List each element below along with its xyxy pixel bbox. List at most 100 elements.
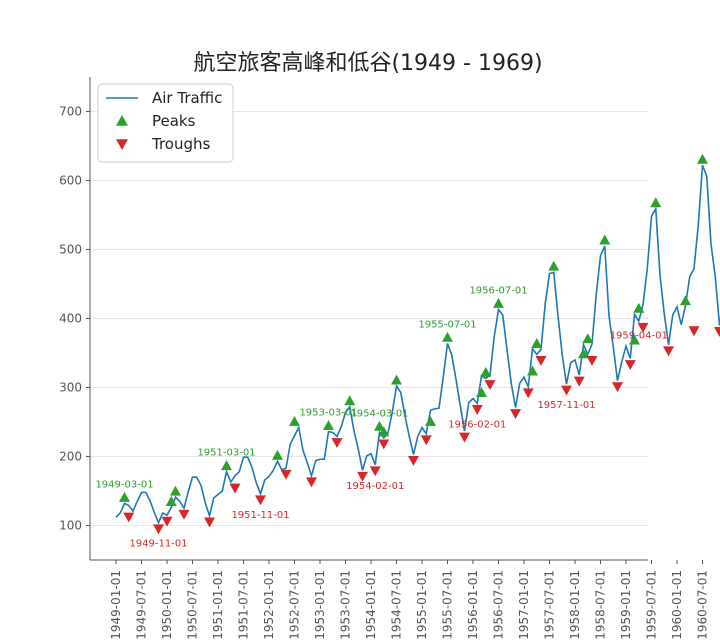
x-tick-label: 1953-01-01 <box>313 570 327 640</box>
peak-marker <box>476 387 487 397</box>
x-tick-label: 1954-01-01 <box>364 570 378 640</box>
peak-marker <box>344 395 356 406</box>
peak-marker <box>548 260 560 271</box>
x-tick-label: 1952-01-01 <box>262 570 276 640</box>
peak-marker <box>650 197 662 208</box>
legend-box <box>97 83 234 163</box>
annotation-label: 1956-07-01 <box>469 286 527 297</box>
chart-title: 航空旅客高峰和低谷(1949 - 1969) <box>193 51 542 76</box>
annotation-label: 1955-07-01 <box>418 319 476 330</box>
x-tick-label: 1950-01-01 <box>160 570 174 640</box>
peak-marker <box>582 333 594 344</box>
x-tick-label: 1958-01-01 <box>568 570 582 640</box>
trough-marker <box>714 327 720 337</box>
peak-marker <box>289 416 300 426</box>
x-tick-label: 1960-07-01 <box>696 570 710 640</box>
trough-marker <box>255 495 266 506</box>
trough-marker <box>471 404 483 415</box>
trough-marker <box>510 409 521 420</box>
peak-marker <box>493 298 504 308</box>
annotation-label: 1959-04-01 <box>610 330 668 341</box>
x-tick-label: 1954-07-01 <box>390 570 404 640</box>
y-tick-label: 500 <box>59 243 82 257</box>
peak-marker <box>374 420 385 431</box>
annotation-label: 1953-03-01 <box>299 408 357 419</box>
trough-marker <box>586 355 598 366</box>
annotation-label: 1951-03-01 <box>197 448 255 459</box>
trough-marker <box>535 355 547 366</box>
annotation-label: 1949-11-01 <box>129 539 187 550</box>
x-tick-label: 1960-01-01 <box>670 570 684 640</box>
trough-marker <box>522 388 534 399</box>
trough-marker <box>178 509 190 520</box>
legend-entry-troughs-label: Troughs <box>151 135 211 153</box>
peak-marker <box>578 348 589 359</box>
peak-marker <box>391 374 402 385</box>
peak-marker <box>119 491 130 502</box>
plot-area <box>115 153 720 535</box>
peak-marker <box>170 485 181 496</box>
trough-marker <box>459 432 470 443</box>
y-tick-label: 600 <box>59 174 82 188</box>
trough-marker <box>369 466 381 477</box>
trough-marker <box>688 326 700 337</box>
y-tick-label: 400 <box>59 312 82 326</box>
trough-marker <box>663 346 674 357</box>
grid-lines <box>90 111 648 526</box>
x-tick-label: 1959-07-01 <box>645 570 659 640</box>
x-tick-label: 1951-07-01 <box>237 570 251 640</box>
x-tick-label: 1951-01-01 <box>211 570 225 640</box>
annotations: 1949-03-01 1949-11-01 1951-03-01 1951-11-01… <box>95 286 667 550</box>
y-tick-label: 700 <box>59 105 82 119</box>
trough-marker <box>484 380 496 391</box>
y-tick-label: 300 <box>59 381 82 395</box>
annotation-label: 1954-02-01 <box>346 481 404 492</box>
legend: Air Traffic Peaks Troughs <box>97 83 234 163</box>
x-tick-label: 1952-07-01 <box>288 570 302 640</box>
trough-marker <box>306 477 317 488</box>
trough-marker <box>624 360 636 371</box>
trough-marker <box>561 385 572 396</box>
legend-entry-troughs-swatch <box>116 139 128 150</box>
peak-marker <box>697 153 708 164</box>
trough-marker <box>420 435 432 446</box>
peak-marker <box>442 331 453 342</box>
x-tick-label: 1949-07-01 <box>135 570 149 640</box>
trough-marker <box>153 524 164 535</box>
peak-marker <box>425 416 436 426</box>
legend-entry-air-traffic-label: Air Traffic <box>152 89 222 107</box>
y-axis-ticks: 100 200 300 400 500 600 700 <box>59 105 90 533</box>
y-tick-label: 200 <box>59 450 82 464</box>
x-tick-label: 1950-07-01 <box>186 570 200 640</box>
y-tick-label: 100 <box>59 519 82 533</box>
legend-entry-peaks-label: Peaks <box>152 112 196 130</box>
trough-marker <box>378 439 390 450</box>
x-tick-label: 1955-07-01 <box>441 570 455 640</box>
annotation-label: 1957-11-01 <box>537 400 595 411</box>
annotation-label: 1951-11-01 <box>231 510 289 521</box>
trough-marker <box>408 456 419 466</box>
series-line-air-traffic <box>115 165 720 525</box>
peak-marker <box>629 334 640 345</box>
trough-marker <box>229 483 241 494</box>
trough-marker <box>123 512 135 523</box>
peak-marker <box>680 295 691 306</box>
peak-marker <box>221 460 232 471</box>
peak-marker <box>272 449 283 460</box>
annotation-label: 1956-02-01 <box>448 419 506 430</box>
x-tick-label: 1953-07-01 <box>339 570 353 640</box>
x-tick-label: 1957-07-01 <box>543 570 557 640</box>
peak-marker <box>527 365 538 376</box>
x-tick-label: 1958-07-01 <box>594 570 608 640</box>
peak-marker <box>480 367 492 377</box>
x-tick-label: 1957-01-01 <box>517 570 531 640</box>
trough-marker <box>637 322 649 333</box>
x-tick-label: 1955-01-01 <box>415 570 429 640</box>
legend-entry-peaks-swatch <box>116 115 128 126</box>
annotation-label: 1954-03-01 <box>350 408 408 419</box>
trough-marker <box>573 376 585 387</box>
peak-marker <box>323 420 334 431</box>
trough-marker <box>280 469 292 480</box>
